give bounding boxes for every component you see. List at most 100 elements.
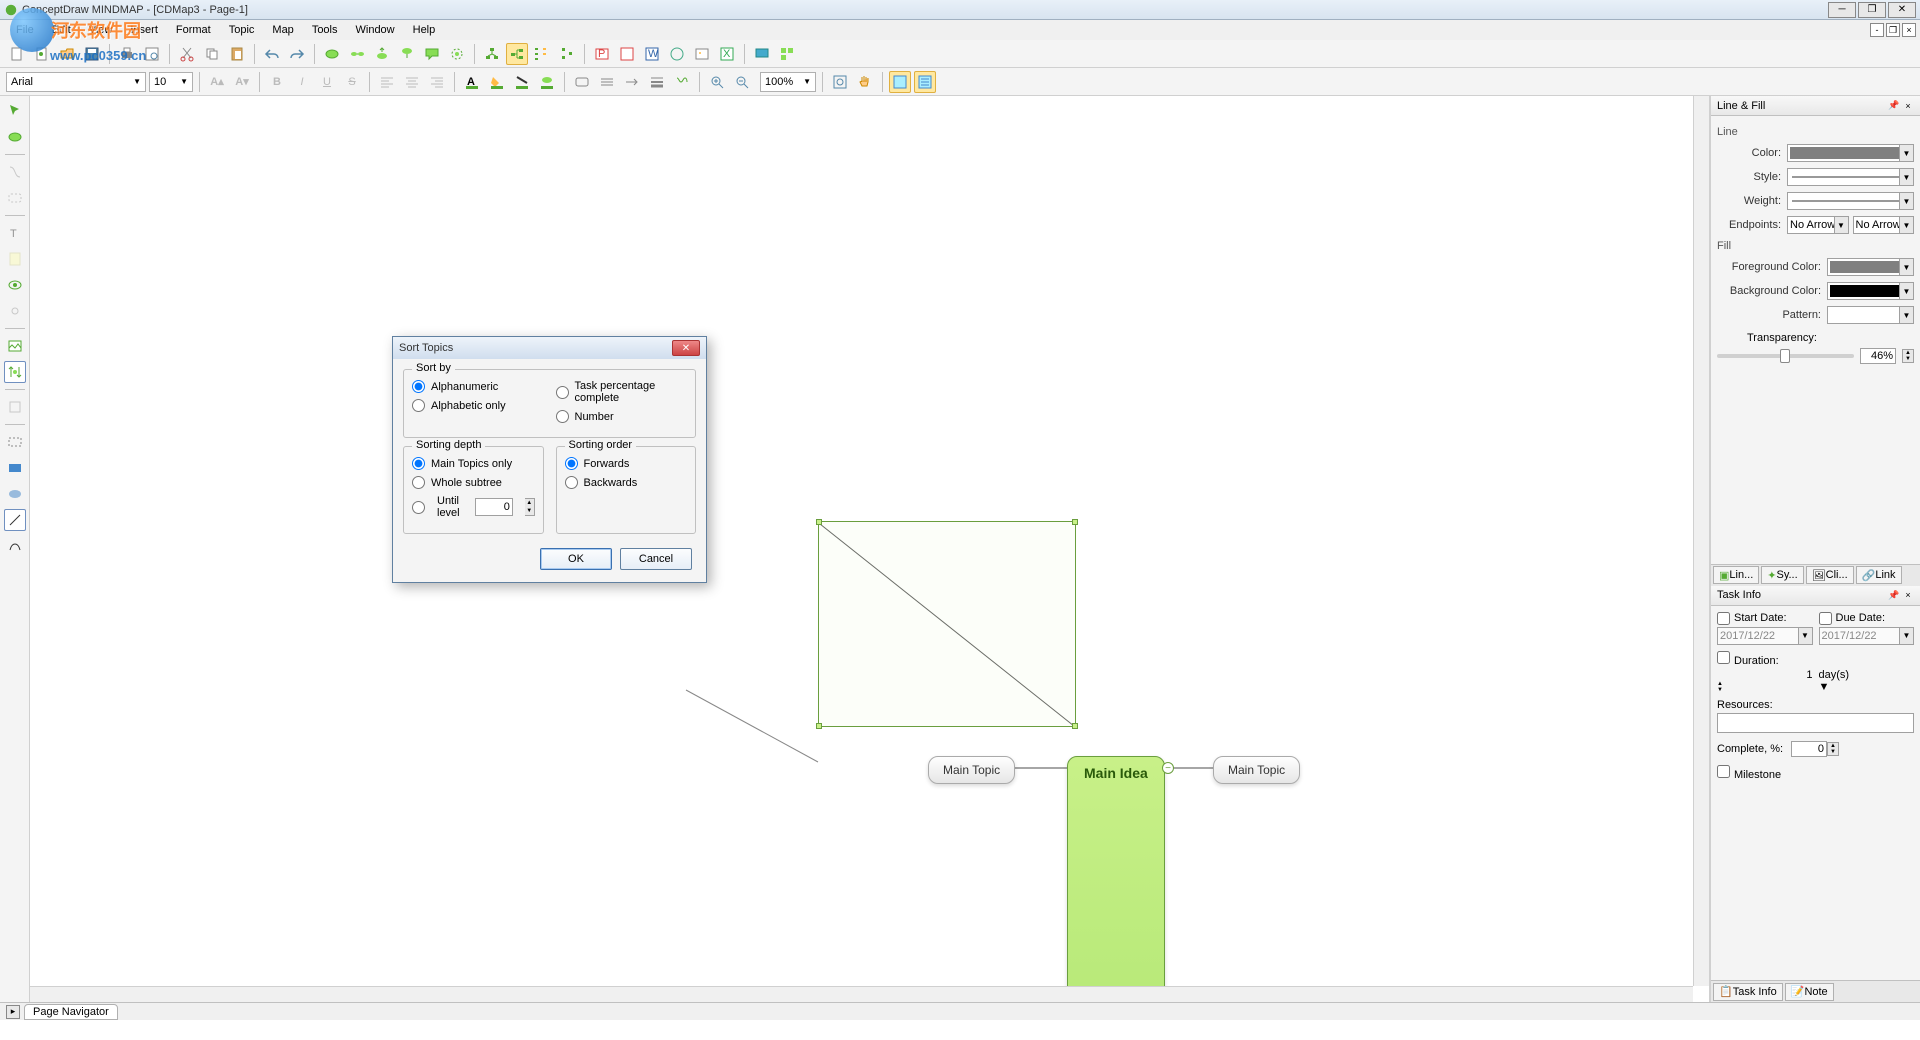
cancel-button[interactable]: Cancel [620, 548, 692, 570]
endpoint-start-select[interactable]: No Arrows▼ [1787, 216, 1849, 234]
save-button[interactable] [81, 43, 103, 65]
duration-unit-dropdown[interactable]: ▼ [1819, 681, 1915, 693]
due-date-dropdown[interactable]: ▼ [1900, 627, 1914, 645]
italic-button[interactable]: I [291, 71, 313, 93]
auto-arrange-button[interactable] [481, 43, 503, 65]
export-ppt-button[interactable]: P [591, 43, 613, 65]
menu-file[interactable]: File [8, 22, 42, 38]
fill-rect-tool[interactable] [4, 457, 26, 479]
mdi-restore[interactable]: ❐ [1886, 23, 1900, 37]
complete-input[interactable] [1791, 741, 1827, 757]
order-fwd-radio[interactable] [565, 457, 578, 470]
line-style-select[interactable]: ▼ [1787, 168, 1914, 186]
export-word-button[interactable]: W [641, 43, 663, 65]
align-right-button[interactable] [426, 71, 448, 93]
topic-right[interactable]: Main Topic [1213, 756, 1300, 784]
fill-color-button[interactable] [486, 71, 508, 93]
present-button[interactable] [751, 43, 773, 65]
mdi-close[interactable]: × [1902, 23, 1916, 37]
add-subtopic-button[interactable] [346, 43, 368, 65]
menu-help[interactable]: Help [405, 22, 444, 38]
cut-button[interactable] [176, 43, 198, 65]
tab-note[interactable]: 📝Note [1785, 983, 1834, 1001]
new-map-button[interactable] [31, 43, 53, 65]
rect-tool[interactable] [4, 431, 26, 453]
zoom-in-button[interactable] [706, 71, 728, 93]
bold-button[interactable]: B [266, 71, 288, 93]
add-callout-button[interactable] [421, 43, 443, 65]
sort-tool[interactable] [4, 361, 26, 383]
strike-button[interactable]: S [341, 71, 363, 93]
topic-tool[interactable] [4, 126, 26, 148]
duration-check[interactable] [1717, 651, 1730, 664]
marker-tool[interactable] [4, 396, 26, 418]
new-button[interactable] [6, 43, 28, 65]
minimize-button[interactable]: ─ [1828, 2, 1856, 18]
text-tool[interactable]: T [4, 222, 26, 244]
vertical-scrollbar[interactable] [1693, 96, 1709, 986]
zoom-select[interactable]: 100%▼ [760, 72, 816, 92]
mdi-minimize[interactable]: - [1870, 23, 1884, 37]
topic-left[interactable]: Main Topic [928, 756, 1015, 784]
depth-whole-radio[interactable] [412, 476, 425, 489]
select-tool[interactable] [4, 100, 26, 122]
start-date-input[interactable]: 2017/12/22 [1717, 627, 1799, 645]
image-tool[interactable] [4, 335, 26, 357]
font-increase-button[interactable]: A▴ [206, 71, 228, 93]
font-color-button[interactable]: A [461, 71, 483, 93]
menu-map[interactable]: Map [264, 22, 301, 38]
view-outline-button[interactable] [914, 71, 936, 93]
line-color-button[interactable] [511, 71, 533, 93]
export-pdf-button[interactable] [616, 43, 638, 65]
pattern-select[interactable]: ▼ [1827, 306, 1914, 324]
link-tool[interactable] [4, 300, 26, 322]
line-color-select[interactable]: ▼ [1787, 144, 1914, 162]
arrow-style-button[interactable] [621, 71, 643, 93]
due-date-check[interactable] [1819, 612, 1832, 625]
relation-tool[interactable] [4, 161, 26, 183]
export-excel-button[interactable]: X [716, 43, 738, 65]
level-spinner[interactable]: ▲▼ [525, 498, 535, 516]
dialog-close-button[interactable]: ✕ [672, 340, 700, 356]
menu-window[interactable]: Window [348, 22, 403, 38]
page-navigator-tab[interactable]: Page Navigator [24, 1004, 118, 1020]
menu-edit[interactable]: Edit [44, 22, 79, 38]
menu-tools[interactable]: Tools [304, 22, 346, 38]
due-date-input[interactable]: 2017/12/22 [1819, 627, 1901, 645]
undo-button[interactable] [261, 43, 283, 65]
sortby-alphanumeric-radio[interactable] [412, 380, 425, 393]
panel-close-icon[interactable]: × [1902, 100, 1914, 112]
transparency-value[interactable] [1860, 348, 1896, 364]
sortby-taskpct-radio[interactable] [556, 386, 569, 399]
fit-button[interactable] [829, 71, 851, 93]
font-size-select[interactable]: 10▼ [149, 72, 193, 92]
sortby-number-radio[interactable] [556, 410, 569, 423]
open-button[interactable] [56, 43, 78, 65]
line-style-button[interactable] [596, 71, 618, 93]
align-left-button[interactable] [376, 71, 398, 93]
ellipse-tool[interactable] [4, 483, 26, 505]
close-button[interactable]: ✕ [1888, 2, 1916, 18]
shape-color-button[interactable] [536, 71, 558, 93]
depth-until-radio[interactable] [412, 501, 425, 514]
canvas[interactable]: Main Topic Main Idea Main Topic − [30, 96, 1710, 1002]
menu-format[interactable]: Format [168, 22, 219, 38]
line-tool[interactable] [4, 509, 26, 531]
add-floating-button[interactable] [446, 43, 468, 65]
curve-tool[interactable] [4, 535, 26, 557]
line-weight-button[interactable] [646, 71, 668, 93]
view-map-button[interactable] [889, 71, 911, 93]
eye-tool[interactable] [4, 274, 26, 296]
panel-close-icon[interactable]: × [1902, 589, 1914, 601]
print-button[interactable] [116, 43, 138, 65]
duration-unit-select[interactable]: day(s) [1819, 669, 1915, 681]
maximize-button[interactable]: ❐ [1858, 2, 1886, 18]
redo-button[interactable] [286, 43, 308, 65]
milestone-check[interactable] [1717, 765, 1730, 778]
arrange-list-button[interactable] [556, 43, 578, 65]
tab-clipart[interactable]: 🖼Cli... [1806, 566, 1854, 584]
main-idea[interactable]: Main Idea [1067, 756, 1165, 1002]
page-nav-button[interactable]: ▸ [6, 1005, 20, 1019]
tab-symbols[interactable]: ✦Sy... [1761, 566, 1803, 584]
menu-view[interactable]: View [81, 22, 121, 38]
